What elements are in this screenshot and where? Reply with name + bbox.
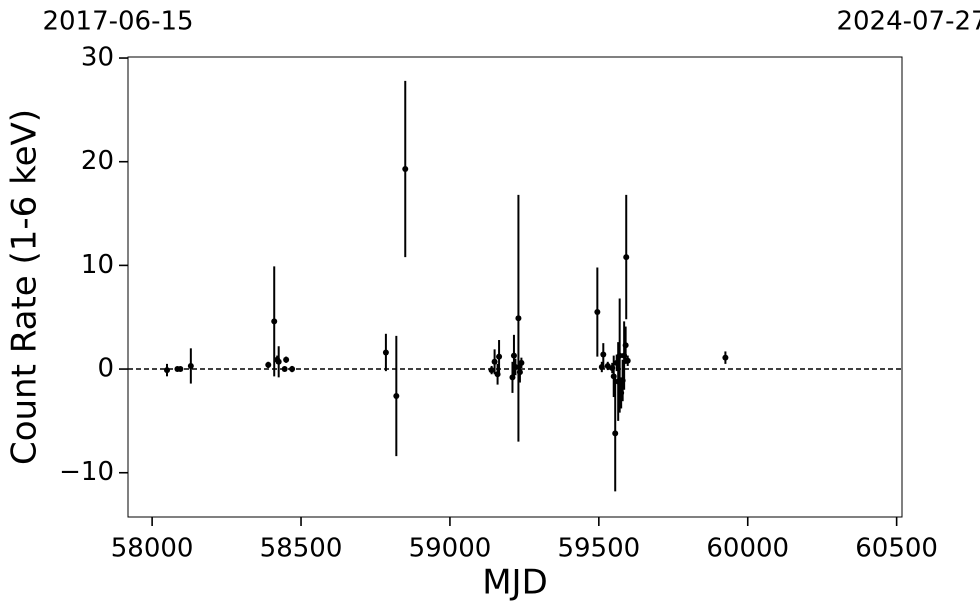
data-point [518,359,525,366]
y-tick-label: 10 [81,250,114,280]
y-tick-label: 0 [97,354,114,384]
data-point [616,352,623,359]
data-point [289,366,296,373]
y-tick-label: 30 [81,43,114,73]
data-point [275,358,282,365]
data-point [600,351,607,358]
x-tick-label: 60500 [855,534,938,564]
data-point [604,362,611,369]
data-point [722,354,729,361]
data-point [187,362,194,369]
data-point [265,361,272,368]
top-x-tick-label: 2017-06-15 [42,7,193,37]
y-tick-label: 20 [81,146,114,176]
x-tick-label: 59000 [409,534,492,564]
data-point [382,349,389,356]
data-point [624,357,631,364]
data-point [271,318,278,325]
x-tick-label: 59500 [557,534,640,564]
data-point [612,430,619,437]
data-point [594,309,601,316]
top-x-tick-label: 2024-07-27 [836,7,980,37]
data-point [622,342,629,349]
data-point [393,393,400,400]
data-point [496,353,503,360]
data-point [623,254,630,261]
y-axis-label: Count Rate (1-6 keV) [5,109,45,465]
data-point [515,315,522,322]
data-point [281,366,288,373]
x-axis-label: MJD [482,563,548,603]
data-point [516,369,523,376]
y-tick-label: −10 [59,457,114,487]
data-point [283,356,290,363]
data-point [164,367,171,374]
x-tick-label: 60000 [706,534,789,564]
data-point [491,358,498,365]
x-tick-label: 58500 [260,534,343,564]
data-point [177,366,184,373]
x-tick-label: 58000 [111,534,194,564]
data-point [510,352,517,359]
data-point [402,165,409,172]
data-point [488,367,495,374]
plot-frame [127,56,903,518]
data-point [512,363,519,370]
